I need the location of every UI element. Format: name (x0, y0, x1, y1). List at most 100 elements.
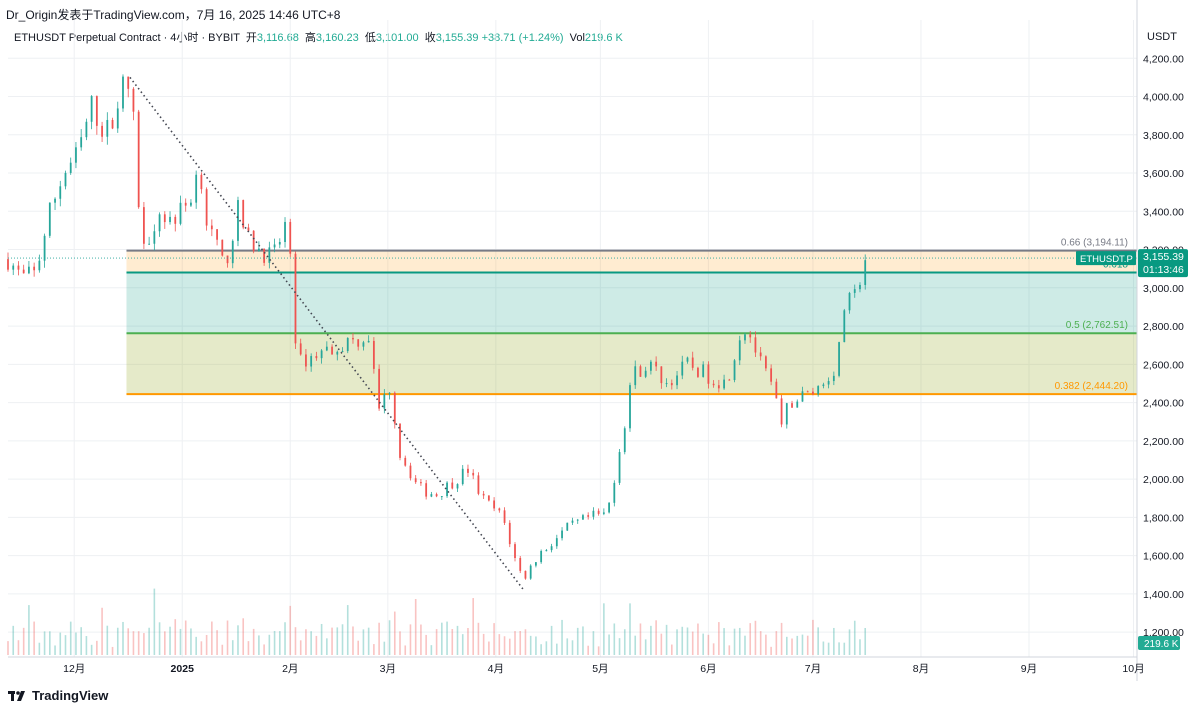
volume-bar (827, 642, 830, 655)
volume-bar (367, 627, 370, 655)
candle-body (587, 515, 590, 517)
candle-body (247, 227, 250, 231)
candle-body (576, 519, 579, 521)
volume-bar (498, 634, 501, 655)
fib-zone-066 (126, 250, 1137, 273)
volume-bar (833, 627, 835, 655)
volume-bar (116, 627, 119, 655)
volume-bar (326, 638, 328, 655)
candle-body (242, 200, 245, 228)
volume-bar (122, 621, 124, 655)
candle-body (780, 398, 783, 425)
time-tick-label: 12月 (63, 663, 85, 675)
volume-bar (132, 631, 135, 655)
volume-bar (838, 642, 840, 655)
brand-name: TradingView (32, 688, 109, 703)
candle-body (775, 381, 778, 399)
candle-body (623, 428, 626, 453)
candle-body (592, 510, 595, 517)
volume-bar (623, 629, 626, 655)
volume-bar (393, 611, 396, 655)
candle-body (686, 357, 689, 362)
volume-bar (414, 599, 417, 655)
candle-body (127, 76, 130, 89)
fib-label-066: 0.66 (3,194.11) (1061, 238, 1128, 249)
volume-bar (644, 639, 647, 655)
volume-bar (718, 622, 720, 655)
volume-bar (775, 631, 778, 655)
candle-body (268, 247, 271, 263)
fibonacci-retracement[interactable]: 0.66 (3,194.11)0.6180.5 (2,762.51)0.382 … (126, 238, 1137, 396)
volume-bar (540, 644, 542, 655)
price-tick-label: 1,400.00 (1143, 589, 1184, 601)
volume-bar (493, 623, 495, 655)
volume-bar (273, 630, 276, 655)
volume-bar (38, 642, 41, 655)
volume-bar (90, 644, 93, 655)
candle-body (116, 108, 119, 129)
candle-body (665, 383, 668, 385)
price-tick-label: 3,400.00 (1143, 206, 1184, 218)
volume-bar (106, 625, 109, 655)
volume-bar (101, 607, 103, 655)
volume-bar (75, 632, 77, 655)
candle-body (451, 482, 454, 489)
candle-body (550, 546, 553, 551)
candle-body (142, 207, 145, 244)
candle-body (158, 214, 161, 232)
price-tick-label: 3,800.00 (1143, 130, 1184, 142)
volume-bar (686, 627, 689, 655)
volume-bar (278, 631, 281, 655)
volume-bar (211, 621, 213, 655)
candle-body (111, 119, 114, 129)
candle-body (650, 361, 652, 371)
time-tick-label: 2025 (171, 663, 195, 675)
volume-bars (7, 588, 867, 655)
trend-line[interactable] (8, 76, 1137, 591)
volume-bar (639, 623, 642, 655)
price-tick-label: 4,000.00 (1143, 92, 1184, 104)
symbol-legend: ETHUSDT Perpetual Contract · 4小时 · BYBIT… (14, 29, 623, 45)
volume-bar (744, 635, 746, 655)
volume-bar (54, 645, 56, 655)
countdown-timer: 01:13:46 (1143, 264, 1184, 276)
candles (7, 74, 867, 580)
volume-bar (22, 627, 25, 655)
volume-bar (237, 625, 239, 655)
candle-body (848, 292, 851, 311)
volume-bar (472, 598, 474, 655)
candle-body (529, 565, 532, 579)
volume-bar (346, 605, 349, 655)
candle-body (310, 356, 313, 367)
tradingview-brand[interactable]: TradingView (8, 688, 108, 703)
volume-bar (331, 627, 333, 655)
candle-body (294, 253, 297, 344)
volume-bar (461, 634, 464, 655)
candle-body (12, 265, 15, 270)
time-tick-label: 2月 (282, 663, 298, 675)
symbol-tag: ETHUSDT.P (1080, 254, 1133, 265)
volume-bar (247, 641, 250, 655)
grid (8, 20, 1137, 657)
symbol-title[interactable]: ETHUSDT Perpetual Contract · 4小时 · BYBIT (14, 32, 240, 44)
volume-bar (226, 620, 229, 655)
volume-bar (707, 634, 710, 655)
candle-body (320, 350, 323, 359)
volume-bar (514, 631, 516, 655)
volume-bar (801, 634, 804, 655)
volume-bar (190, 628, 192, 655)
volume-bar (712, 643, 715, 655)
candle-body (414, 478, 417, 483)
time-tick-label: 10月 (1122, 663, 1144, 675)
volume-bar (164, 631, 166, 655)
volume-bar (294, 627, 297, 655)
candle-body (430, 494, 433, 497)
candle-body (216, 229, 218, 240)
volume-bar (153, 588, 156, 655)
volume-value-box (1138, 636, 1180, 650)
candle-body (712, 383, 715, 386)
candle-body (7, 259, 9, 270)
candle-body (132, 88, 135, 112)
candle-body (404, 457, 407, 466)
